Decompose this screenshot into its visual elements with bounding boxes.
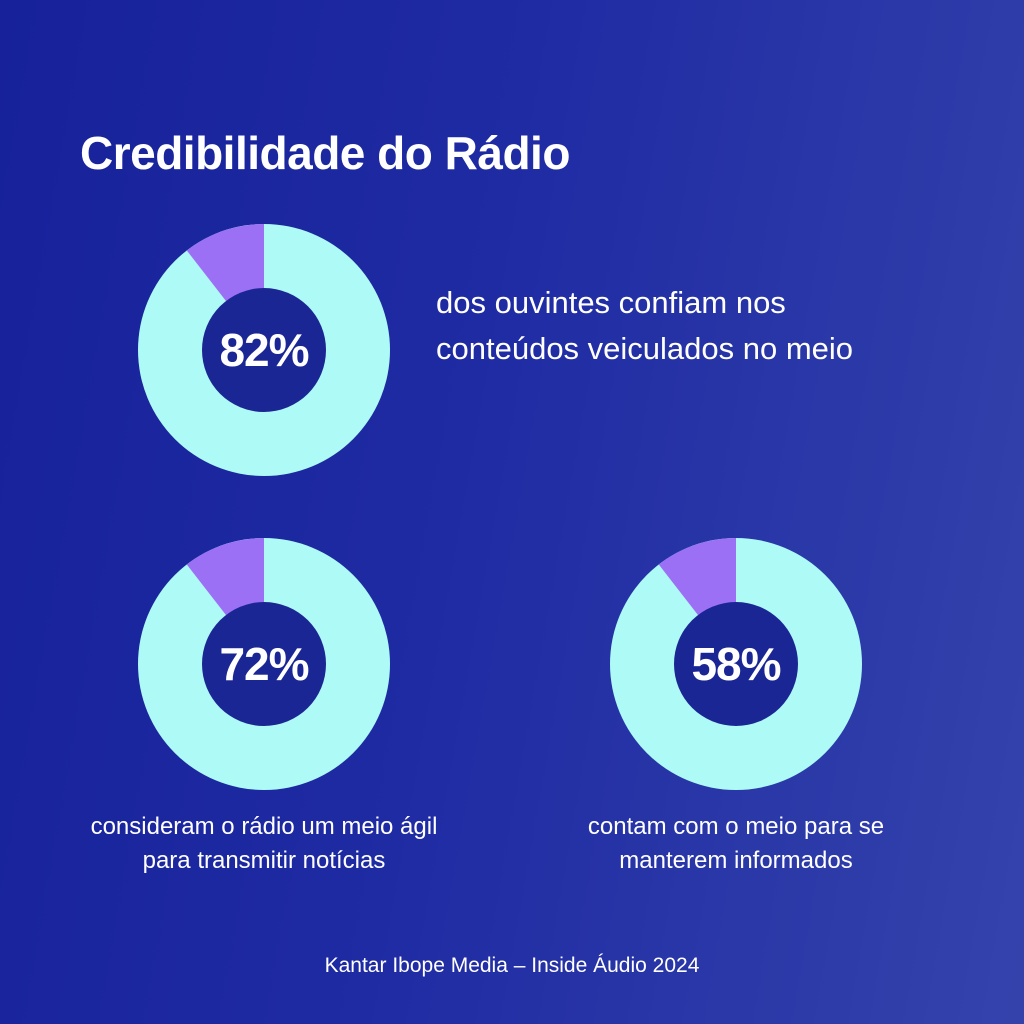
donut-hole	[202, 288, 326, 412]
caption-trust: dos ouvintes confiam nos conteúdos veicu…	[436, 285, 854, 366]
donut-chart-informed: 58%	[610, 538, 862, 790]
donut-svg	[138, 224, 390, 476]
donut-hole	[674, 602, 798, 726]
page-title: Credibilidade do Rádio	[80, 127, 570, 179]
donut-svg	[610, 538, 862, 790]
donut-hole	[202, 602, 326, 726]
donut-svg	[138, 538, 390, 790]
caption-informed: contam com o meio para se manterem infor…	[587, 813, 885, 874]
donut-value-label: 72%	[219, 638, 309, 690]
donut-chart-agile: 72%	[138, 538, 390, 790]
donut-value-label: 58%	[691, 638, 781, 690]
caption-agile: consideram o rádio um meio ágil para tra…	[90, 813, 438, 874]
source-citation: Kantar Ibope Media – Inside Áudio 2024	[324, 954, 700, 977]
donut-chart-trust: 82%	[138, 224, 390, 476]
donut-value-label: 82%	[219, 324, 309, 376]
